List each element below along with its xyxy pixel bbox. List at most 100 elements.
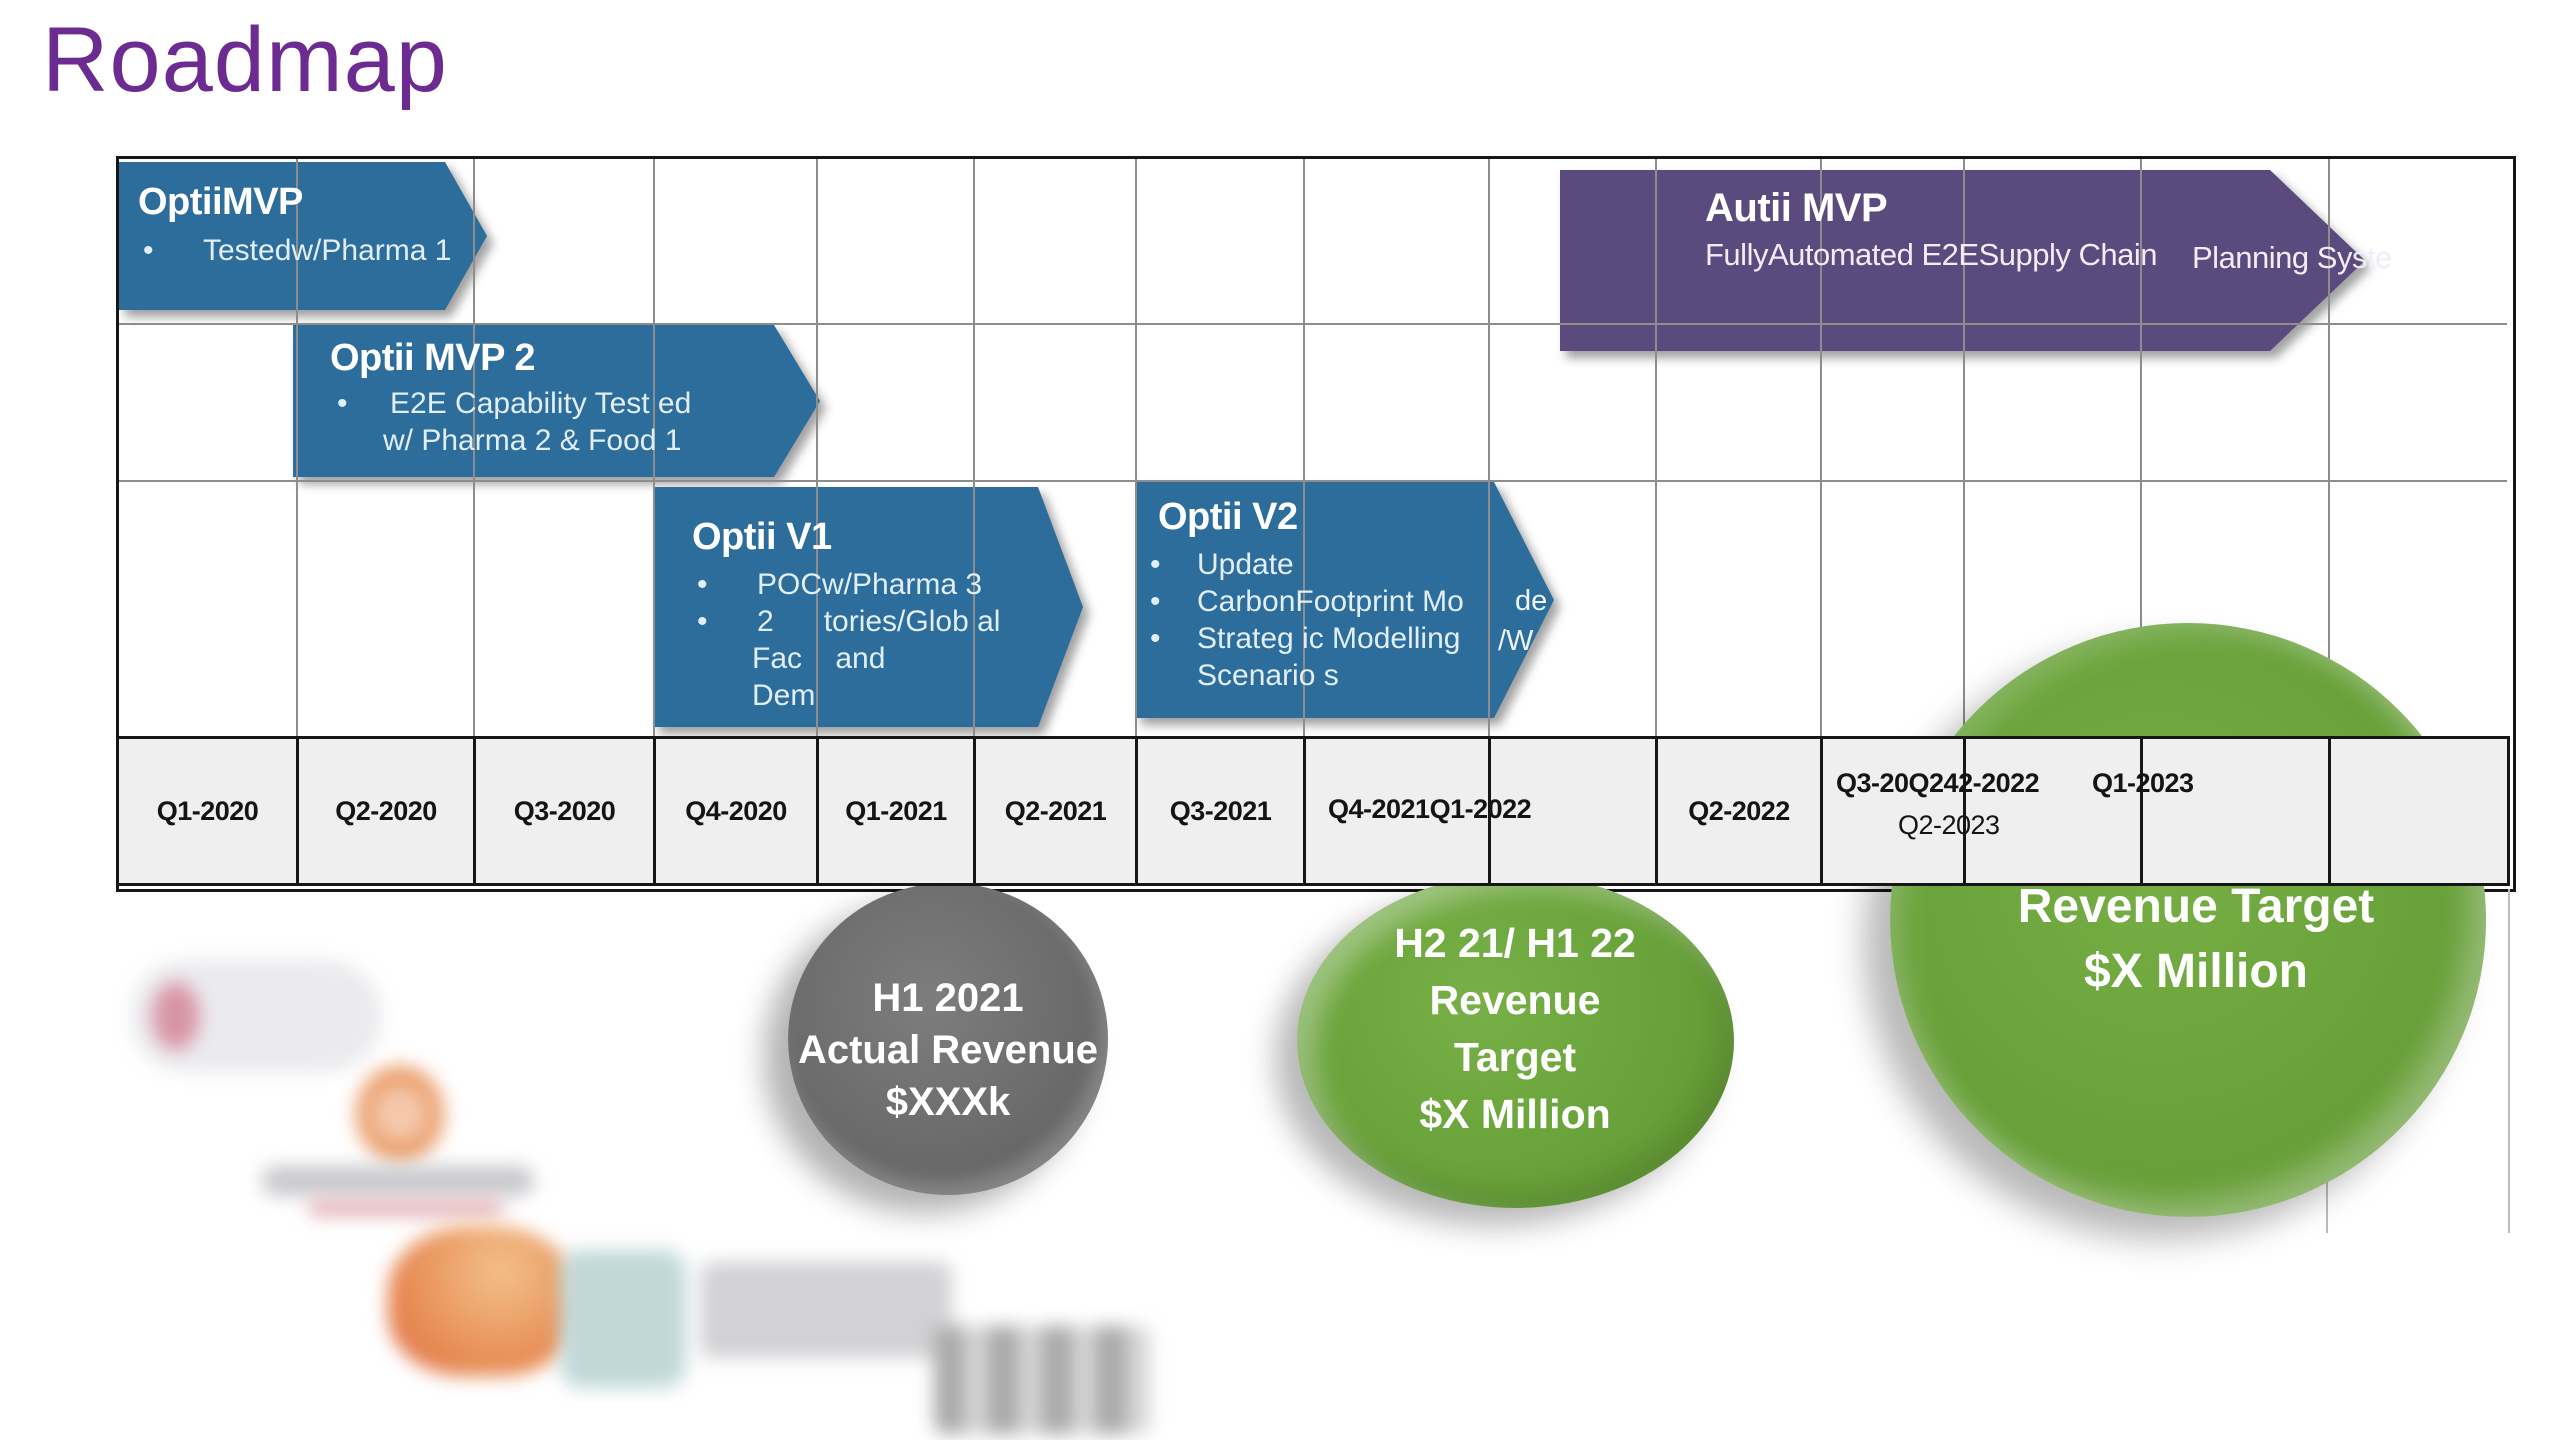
quarter-cell — [2328, 739, 2507, 883]
label-q4-2021-q1-2022: Q4-2021Q1-2022 — [1328, 794, 1532, 824]
bullet-text: Scenario s — [1197, 659, 1339, 692]
bullet-icon: • — [1150, 548, 1161, 581]
arrow-shape — [119, 162, 487, 310]
arrow-bullet: • Strateg ic Modelling — [1150, 620, 1464, 657]
gray-circle-text: H1 2021 Actual Revenue $XXXk — [768, 972, 1128, 1128]
quarter-cell: Q3-2020 — [473, 739, 653, 883]
bullet-icon: • — [697, 568, 708, 601]
label-q2-2023: Q2-2023 — [1898, 810, 2000, 840]
quarter-cell: Q3-2021 — [1135, 739, 1303, 883]
label-q3-q4-2022: Q3-20Q242-2022 — [1836, 768, 2040, 798]
quarter-cell: Q2-2022 — [1655, 739, 1820, 883]
autii-mvp-arrow — [1560, 170, 2365, 351]
arrow-shape — [1135, 482, 1554, 718]
circle-line: Actual Revenue — [797, 1028, 1099, 1072]
quarter-cell: Q4-2020 — [653, 739, 816, 883]
circle-line: $X Million — [2083, 945, 2308, 998]
optii-mvp2-arrow — [293, 325, 820, 477]
arrow-bullet-cont: Dem — [692, 677, 1000, 714]
quarter-label: Q2-2021 — [1004, 795, 1107, 826]
redacted-logo-5-word — [700, 1262, 952, 1358]
quarter-cell — [1820, 739, 1963, 883]
redacted-logo-2 — [356, 1066, 444, 1162]
arrow-bullet-cont: w/ Pharma 2 & Food 1 — [330, 422, 691, 459]
circle-line: $X Million — [1419, 1091, 1611, 1137]
redacted-logo-1-mark — [152, 982, 200, 1050]
bullet-text: w/ Pharma 2 & Food 1 — [383, 424, 682, 457]
grid-extension-line — [2508, 889, 2510, 1233]
circle-line: $XXXk — [885, 1080, 1011, 1124]
arrow-bullet: • E2E Capability Test ed — [330, 385, 691, 422]
bullet-text: CarbonFootprint Mo — [1197, 585, 1464, 618]
arrow-shape — [653, 487, 1083, 727]
autii-title: Autii MVP — [1705, 186, 1888, 230]
label-q1-2023: Q1-2023 — [2092, 768, 2194, 798]
bullet-text: E2E Capability Test ed — [390, 387, 692, 420]
arrow-shape — [1560, 170, 2365, 351]
quarter-label: Q4-2020 — [685, 795, 787, 826]
arrow-shape — [293, 325, 820, 477]
quarter-cell — [1488, 739, 1655, 883]
arrow-title: OptiiMVP — [138, 181, 303, 223]
circle-line: Target — [1453, 1034, 1577, 1080]
arrow-title: Optii V1 — [692, 516, 832, 558]
h2-21-h1-22-target-circle — [1297, 874, 1734, 1208]
quarter-label: Q2-2020 — [335, 795, 437, 826]
circle-line: Revenue Target — [2017, 880, 2375, 933]
optii-v2-arrow — [1135, 482, 1554, 718]
bullet-text: Dem — [752, 679, 816, 712]
quarter-label: Q3-2021 — [1169, 795, 1272, 826]
green-big-circle-text: Revenue Target $X Million — [1966, 874, 2426, 1004]
arrow-title: Optii MVP 2 — [330, 337, 535, 379]
circle-line: H1 2021 — [872, 976, 1024, 1020]
quarter-cell: Q1-2021 — [816, 739, 973, 883]
redacted-logo-1 — [130, 960, 382, 1072]
optii-mvp-arrow — [119, 162, 487, 310]
quarter-cell — [1963, 739, 2140, 883]
quarter-label: Q1-2021 — [845, 795, 947, 826]
redacted-logo-3-sub — [308, 1200, 504, 1216]
arrow-bullet: • 2 tories/Glob al — [692, 603, 1000, 640]
arrow-bullet: • Testedw/Pharma 1 — [138, 232, 451, 269]
bullet-icon: • — [697, 605, 708, 638]
quarter-row: Q1-2020 Q2-2020 Q3-2020 Q4-2020 Q1-2021 … — [116, 736, 2510, 886]
optii-v2-text: Optii V2 • Update • CarbonFootprint Mo • St… — [1150, 495, 1464, 694]
arrow-bullet-cont: Scenario s — [1150, 657, 1464, 694]
arrow-bullet: • POCw/Pharma 3 — [692, 566, 1000, 603]
h2-22-h1-23-target-circle — [1890, 623, 2486, 1217]
quarter-label: Q2-2022 — [1688, 795, 1790, 826]
optii-mvp2-text: Optii MVP 2 • E2E Capability Test ed w/ P… — [330, 336, 691, 459]
redacted-logo-6 — [934, 1326, 1150, 1434]
bullet-text: POCw/Pharma 3 — [757, 568, 983, 601]
quarter-cell: Q1-2020 — [119, 739, 296, 883]
quarter-label: Q3-2020 — [513, 795, 616, 826]
bullet-icon: • — [337, 387, 348, 420]
bullet-text: 2 tories/Glob al — [757, 605, 1001, 638]
bullet-icon: • — [143, 234, 154, 267]
quarter-cell — [2140, 739, 2328, 883]
optii-v1-arrow — [653, 487, 1083, 727]
quarter-cell: Q2-2020 — [296, 739, 473, 883]
bullet-icon: • — [1150, 622, 1161, 655]
h1-2021-revenue-circle — [788, 883, 1108, 1195]
bullet-text: Fac and — [752, 642, 886, 675]
optii-v1-text: Optii V1 • POCw/Pharma 3 • 2 tories/Glob a… — [692, 515, 1000, 714]
circle-line: Revenue — [1429, 977, 1601, 1023]
green-mid-circle-text: H2 21/ H1 22 Revenue Target $X Million — [1335, 915, 1695, 1143]
autii-tip-label: Planning Syste — [2192, 240, 2392, 275]
arrow-bullet: • CarbonFootprint Mo — [1150, 583, 1464, 620]
optii-mvp-text: OptiiMVP • Testedw/Pharma 1 — [138, 180, 451, 269]
quarter-label: Q1-2020 — [156, 795, 259, 826]
redacted-logo-5-mark — [560, 1250, 686, 1388]
redacted-logo-4 — [388, 1226, 576, 1376]
arrow-bullet: • Update — [1150, 546, 1464, 583]
page-title: Roadmap — [42, 9, 448, 111]
arrow-bullet-cont: Fac and — [692, 640, 1000, 677]
redacted-logo-3 — [262, 1166, 534, 1196]
arrow-title: Optii V2 — [1158, 496, 1298, 538]
quarter-cell: Q2-2021 — [973, 739, 1135, 883]
autii-subtitle: FullyAutomated E2ESupply Chain — [1705, 237, 2157, 272]
optii-v2-fragment: /W — [1498, 625, 1534, 657]
bullet-text: Update — [1197, 548, 1294, 581]
